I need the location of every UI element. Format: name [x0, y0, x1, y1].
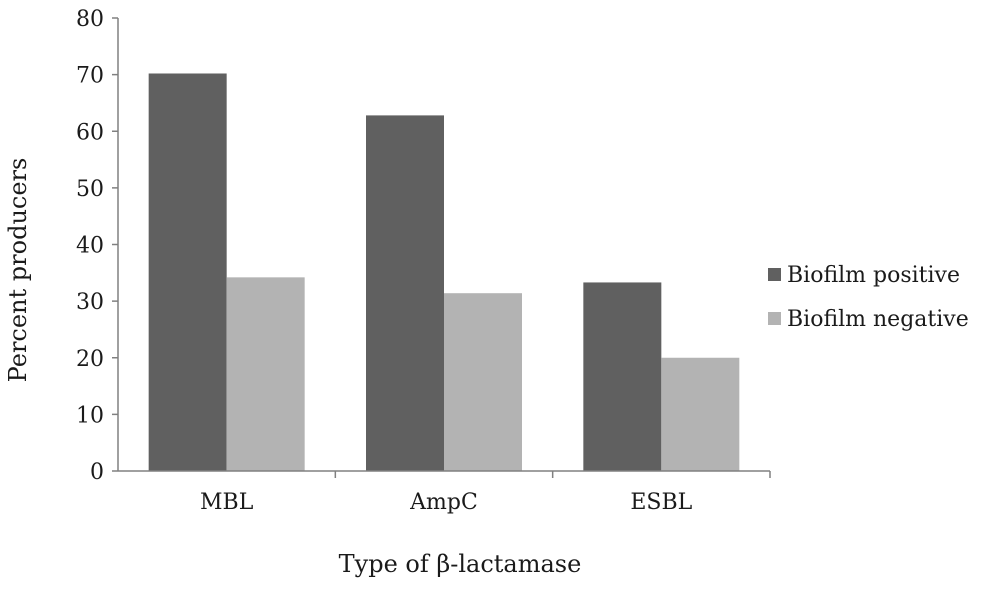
bar-biofilm-positive — [366, 115, 444, 472]
y-tick-label: 50 — [76, 177, 104, 202]
bar-biofilm-negative — [444, 293, 522, 471]
y-tick-label: 20 — [76, 347, 104, 372]
y-ticks-group: 0 10 20 30 40 50 60 70 80 — [76, 7, 118, 485]
y-tick-label: 10 — [76, 403, 104, 428]
y-tick-label: 30 — [76, 290, 104, 315]
bars-group — [148, 73, 740, 472]
y-tick-label: 70 — [76, 64, 104, 89]
x-ticks-group: MBL AmpC ESBL — [200, 471, 771, 515]
y-tick-label: 80 — [76, 7, 104, 32]
y-axis-title: Percent producers — [4, 158, 32, 383]
legend: Biofilm positive Biofilm negative — [768, 263, 969, 332]
x-axis-title: Type of β-lactamase — [339, 550, 582, 578]
legend-swatch — [768, 312, 781, 325]
y-tick-label: 60 — [76, 120, 104, 145]
bar-biofilm-negative — [661, 357, 740, 471]
y-tick-label: 40 — [76, 234, 104, 259]
legend-swatch — [768, 268, 781, 281]
x-tick-label: ESBL — [630, 490, 692, 515]
x-tick-label: AmpC — [409, 490, 478, 515]
legend-label: Biofilm positive — [787, 263, 960, 288]
bar-biofilm-positive — [583, 282, 662, 471]
x-tick-label: MBL — [200, 490, 254, 515]
bar-biofilm-negative — [226, 277, 305, 471]
legend-label: Biofilm negative — [787, 307, 969, 332]
y-tick-label: 0 — [90, 460, 104, 485]
bar-biofilm-positive — [148, 73, 227, 472]
